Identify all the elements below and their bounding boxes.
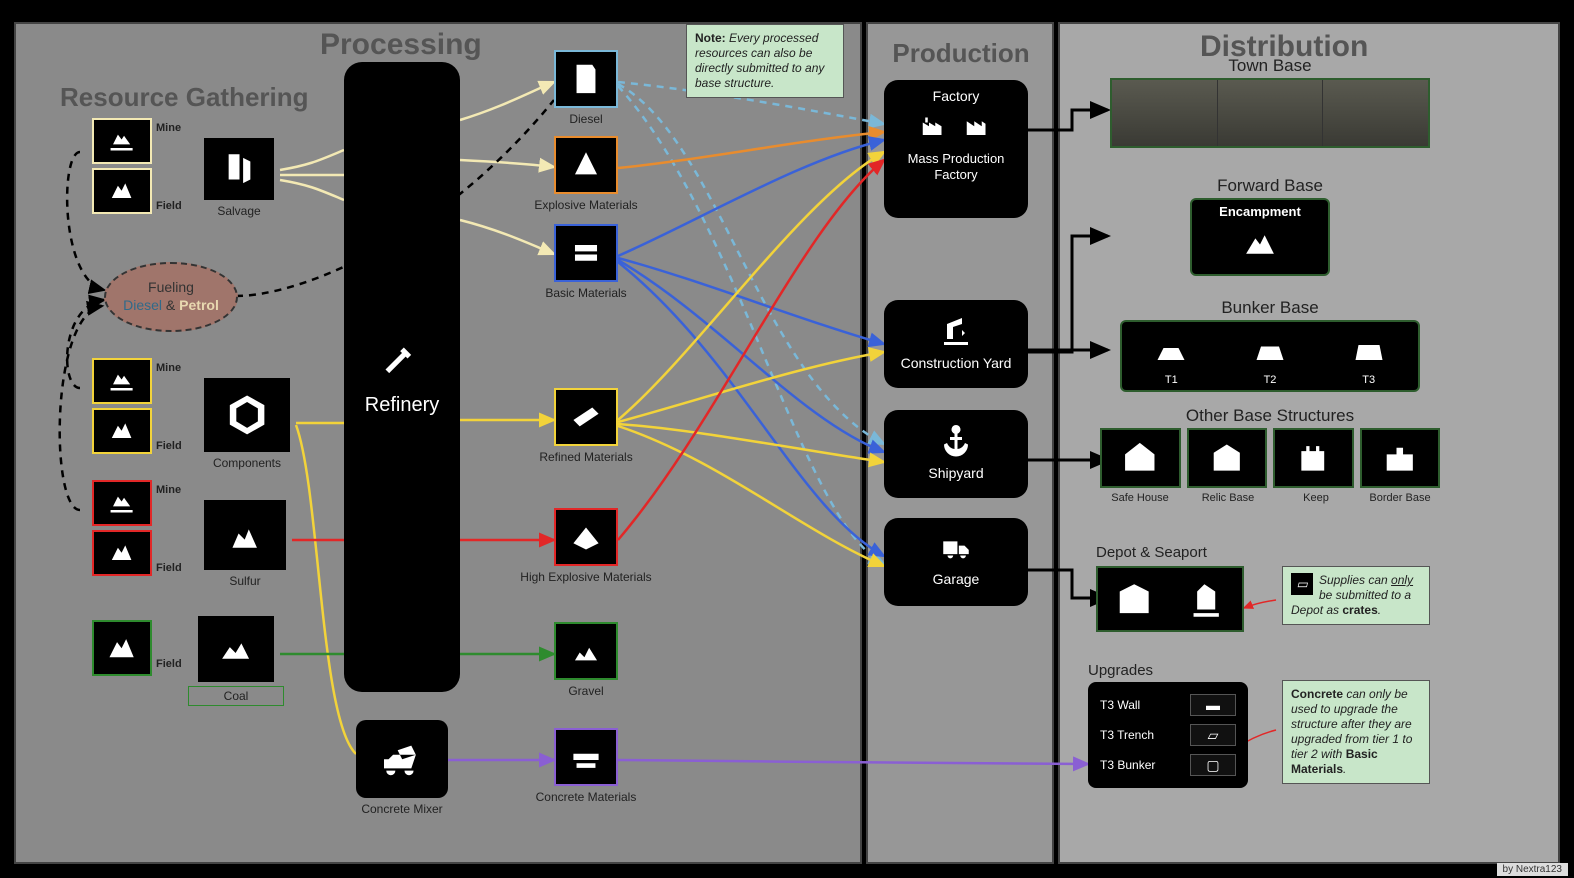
field-icon-sulfur — [92, 530, 152, 576]
credit: by Nextra123 — [1497, 863, 1568, 876]
coal-icon — [198, 616, 274, 682]
note-concrete: Concrete can only be used to upgrade the… — [1282, 680, 1430, 784]
l-field-2: Field — [156, 440, 182, 452]
l-coal: Coal — [188, 686, 284, 706]
factory-label: Factory — [892, 88, 1020, 104]
depot-row — [1096, 566, 1244, 632]
hammer-icon — [344, 342, 460, 396]
fueling-line: Diesel & Petrol — [106, 296, 236, 314]
l-field-4: Field — [156, 658, 182, 670]
l-mine-1: Mine — [156, 122, 181, 134]
shipyard-box: Shipyard — [884, 410, 1028, 498]
encampment-icon: Encampment — [1190, 198, 1330, 276]
l-concrete: Concrete Materials — [522, 790, 650, 804]
factory-box: Factory Mass Production Factory — [884, 80, 1028, 218]
fueling-title: Fueling — [106, 278, 236, 296]
hem-icon — [554, 508, 618, 566]
l-explosive: Explosive Materials — [524, 198, 648, 212]
town-images — [1110, 78, 1430, 148]
l-relic: Relic Base — [1188, 492, 1268, 504]
l-diesel: Diesel — [548, 112, 624, 126]
shipyard-label: Shipyard — [892, 465, 1020, 481]
factory-icon — [916, 110, 952, 143]
basic-icon — [554, 224, 618, 282]
mine-icon-salvage — [92, 118, 152, 164]
explosive-icon — [554, 136, 618, 194]
salvage-icon — [204, 138, 274, 200]
l-safe: Safe House — [1100, 492, 1180, 504]
mixer-label: Concrete Mixer — [356, 802, 448, 816]
components-icon — [204, 378, 290, 452]
safehouse-icon — [1100, 428, 1181, 488]
diesel-icon — [554, 50, 618, 108]
crane-icon — [892, 312, 1020, 351]
wall-icon: ▬ — [1190, 694, 1236, 716]
l-salvage: Salvage — [204, 204, 274, 218]
upg-title: Upgrades — [1088, 662, 1248, 679]
l-mine-2: Mine — [156, 362, 181, 374]
mine-icon-comp — [92, 358, 152, 404]
refinery: Refinery — [344, 62, 460, 692]
upgrades-box: T3 Wall▬ T3 Trench▱ T3 Bunker▢ — [1088, 682, 1248, 788]
l-refined: Refined Materials — [528, 450, 644, 464]
cy-label: Construction Yard — [892, 355, 1020, 371]
l-components: Components — [204, 456, 290, 470]
title-production: Production — [876, 38, 1046, 69]
truck-icon — [892, 530, 1020, 567]
keep-icon — [1273, 428, 1354, 488]
trench-icon: ▱ — [1190, 724, 1236, 746]
field-icon-salvage — [92, 168, 152, 214]
encampment-label: Encampment — [1192, 204, 1328, 219]
other-title: Other Base Structures — [1100, 406, 1440, 426]
garage-box: Garage — [884, 518, 1028, 606]
depot-icon — [1098, 568, 1170, 630]
sulfur-icon — [204, 500, 286, 570]
l-sulfur: Sulfur — [204, 574, 286, 588]
gravel-icon — [554, 622, 618, 680]
note-depot: ▭ Supplies can only be submitted to a De… — [1282, 566, 1430, 625]
mpf-icon — [960, 110, 996, 143]
l-basic: Basic Materials — [532, 286, 640, 300]
anchor-icon — [892, 422, 1020, 461]
bunker-row: T1 T2 T3 — [1120, 320, 1420, 392]
concrete-icon — [554, 728, 618, 786]
bunker-title: Bunker Base — [1120, 298, 1420, 318]
town-title: Town Base — [1110, 56, 1430, 76]
refinery-label: Refinery — [344, 394, 460, 417]
title-processing: Processing — [320, 28, 482, 62]
diagram-stage: Resource Gathering Processing Production… — [0, 0, 1574, 878]
crate-icon: ▭ — [1291, 573, 1313, 595]
mpf-label: Mass Production Factory — [892, 151, 1020, 184]
title-gathering: Resource Gathering — [60, 82, 309, 113]
l-mine-3: Mine — [156, 484, 181, 496]
l-field-1: Field — [156, 200, 182, 212]
l-keep: Keep — [1276, 492, 1356, 504]
garage-label: Garage — [892, 571, 1020, 587]
l-gravel: Gravel — [548, 684, 624, 698]
refined-icon — [554, 388, 618, 446]
other-row — [1100, 428, 1440, 488]
note-processed: Note: Every processed resources can also… — [686, 24, 844, 98]
seaport-icon — [1170, 568, 1242, 630]
field-icon-comp — [92, 408, 152, 454]
mine-icon-sulfur — [92, 480, 152, 526]
concrete-mixer — [356, 720, 448, 798]
l-field-3: Field — [156, 562, 182, 574]
l-hem: High Explosive Materials — [506, 570, 666, 584]
l-border: Border Base — [1360, 492, 1440, 504]
field-icon-coal — [92, 620, 152, 676]
bunker-icon: ▢ — [1190, 754, 1236, 776]
fueling-bubble: Fueling Diesel & Petrol — [104, 262, 238, 332]
depot-title: Depot & Seaport — [1096, 544, 1266, 561]
note-bold: Note: — [695, 31, 726, 45]
relic-icon — [1187, 428, 1268, 488]
cy-box: Construction Yard — [884, 300, 1028, 388]
fwd-title: Forward Base — [1190, 176, 1350, 196]
border-icon — [1360, 428, 1441, 488]
